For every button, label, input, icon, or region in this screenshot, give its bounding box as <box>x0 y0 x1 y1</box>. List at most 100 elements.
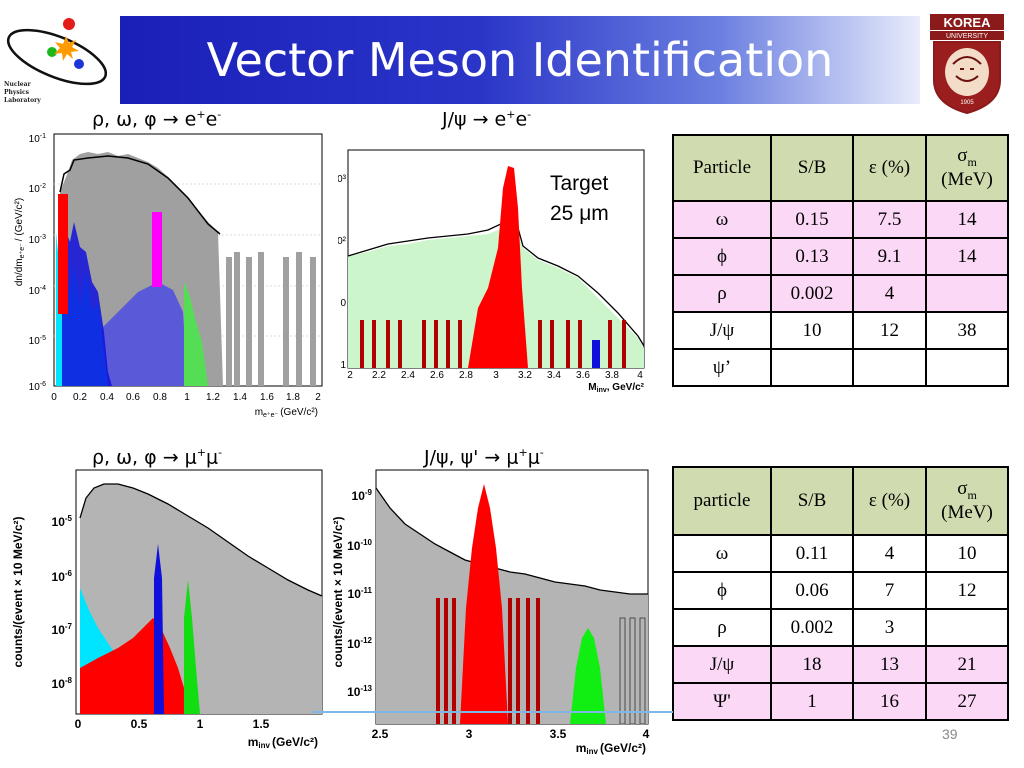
chart-ee-jpsi: 0³ 0² 0 1 2 2.2 2.4 2.6 2.8 3 3.2 3.4 3.… <box>338 149 645 393</box>
caption-ee-jpsi: J/ψ → e+e- <box>442 108 532 131</box>
series-noise-bars <box>360 320 626 368</box>
series-psi-prime <box>592 340 600 368</box>
svg-text:2.6: 2.6 <box>430 370 444 381</box>
series-jpsi <box>460 484 508 724</box>
svg-text:0.2: 0.2 <box>73 392 87 403</box>
y-tick-labels: 10-5 10-6 10-7 10-8 <box>52 514 73 691</box>
y-axis-label: counts/(event × 10 MeV/c²) <box>11 516 25 667</box>
svg-text:3: 3 <box>493 370 499 381</box>
header-particle: Particle <box>672 134 772 202</box>
svg-text:1.2: 1.2 <box>206 392 220 403</box>
lab-name-line3: Laboratory <box>4 97 41 104</box>
x-axis-label: minv (GeV/c²) <box>248 735 318 750</box>
svg-text:3: 3 <box>466 727 473 741</box>
table-row: ω 0.15 7.5 14 <box>672 200 1009 239</box>
header-sb: S/B <box>770 466 854 536</box>
table-row: Ψ' 1 16 27 <box>672 682 1009 721</box>
lab-name-line2: Physics <box>4 89 30 96</box>
series-background-tail <box>226 252 316 386</box>
svg-text:0.5: 0.5 <box>131 717 148 731</box>
svg-text:10-9: 10-9 <box>352 488 373 503</box>
svg-text:10-1: 10-1 <box>29 133 46 145</box>
x-axis-label: Minv, GeV/c² <box>588 382 644 393</box>
slide-title: Vector Meson Identification <box>206 33 834 87</box>
caption-ee-low-mass: ρ, ω, φ → e+e- <box>92 108 222 131</box>
table-header-row: particle S/B ε (%) σm (MeV) <box>672 466 1009 536</box>
series-jpsi <box>468 166 528 368</box>
series-psi-prime <box>570 628 606 724</box>
y-tick-labels: 0³ 0² 0 1 <box>338 174 347 371</box>
svg-text:0³: 0³ <box>338 174 347 185</box>
svg-text:10-12: 10-12 <box>347 636 372 651</box>
svg-text:0.4: 0.4 <box>100 392 114 403</box>
header-eff: ε (%) <box>852 466 927 536</box>
svg-text:10-6: 10-6 <box>29 381 46 393</box>
table-header-row: Particle S/B ε (%) σm (MeV) <box>672 134 1009 202</box>
header-sb: S/B <box>770 134 854 202</box>
svg-text:0²: 0² <box>338 236 347 247</box>
svg-text:4: 4 <box>643 727 650 741</box>
svg-text:4: 4 <box>637 370 643 381</box>
series-eta-dalitz <box>62 212 112 386</box>
svg-text:3.5: 3.5 <box>550 727 567 741</box>
svg-text:2: 2 <box>347 370 353 381</box>
svg-text:1.4: 1.4 <box>233 392 247 403</box>
page-number: 39 <box>942 726 958 742</box>
series-omega <box>184 282 208 386</box>
svg-text:3.2: 3.2 <box>518 370 532 381</box>
x-tick-labels: 0 0.2 0.4 0.6 0.8 1 1.2 1.4 1.6 1.8 2 <box>51 392 321 403</box>
university-year: 1905 <box>960 100 974 106</box>
series-noise-bars <box>436 598 540 724</box>
series-gamma-conversion <box>58 194 68 314</box>
table-row: ϕ 0.13 9.1 14 <box>672 237 1009 276</box>
table-row: J/ψ 18 13 21 <box>672 645 1009 684</box>
series-total-outline <box>79 483 323 597</box>
y-axis-label: counts/(event × 10 MeV/c²) <box>331 516 345 667</box>
table-row: ω 0.11 4 10 <box>672 534 1009 573</box>
plot-note-target: Target <box>550 172 609 195</box>
table-row: ψ’ <box>672 348 1009 387</box>
table-row: ρ 0.002 4 <box>672 274 1009 313</box>
svg-text:3.8: 3.8 <box>605 370 619 381</box>
svg-text:1: 1 <box>197 717 204 731</box>
x-tick-labels: 0 0.5 1 1.5 <box>75 717 270 731</box>
divider-line <box>313 711 673 713</box>
svg-text:1.5: 1.5 <box>253 717 270 731</box>
x-axis-label: me⁺e⁻ (GeV/c²) <box>255 407 318 419</box>
svg-text:3.4: 3.4 <box>547 370 561 381</box>
chart-mumu-jpsi: 10-9 10-10 10-11 10-12 10-13 2.5 3 3.5 4… <box>331 469 650 756</box>
svg-text:10-7: 10-7 <box>52 622 73 637</box>
svg-text:2.4: 2.4 <box>401 370 415 381</box>
series-total-outline <box>59 155 221 235</box>
table-row: ρ 0.002 3 <box>672 608 1009 647</box>
svg-text:10-11: 10-11 <box>348 586 373 601</box>
svg-text:1.8: 1.8 <box>286 392 300 403</box>
svg-text:3.6: 3.6 <box>576 370 590 381</box>
table-mumu: particle S/B ε (%) σm (MeV) ω 0.11 4 10 ϕ 0.0… <box>672 466 1009 721</box>
chart-ee-low-mass: 0 0.2 0.4 0.6 0.8 1 1.2 1.4 1.6 1.8 2 10… <box>14 133 323 419</box>
svg-text:10-6: 10-6 <box>52 569 73 584</box>
title-bar: Vector Meson Identification <box>120 16 920 104</box>
caption-mumu-jpsi: J/ψ, ψ' → μ+μ- <box>424 446 544 469</box>
table-row: ϕ 0.06 7 12 <box>672 571 1009 610</box>
chart-mumu-low-mass: 10-5 10-6 10-7 10-8 0 0.5 1 1.5 minv (GeV… <box>11 469 323 750</box>
svg-text:0.6: 0.6 <box>126 392 140 403</box>
svg-text:10-2: 10-2 <box>29 183 46 195</box>
lab-name-line1: Nuclear <box>4 81 31 88</box>
svg-text:10-10: 10-10 <box>347 538 372 553</box>
y-axis-label: dn/dme⁺e⁻/ (GeV/c²) <box>14 198 26 286</box>
svg-text:1.6: 1.6 <box>260 392 274 403</box>
svg-text:0.8: 0.8 <box>153 392 167 403</box>
y-tick-labels: 10-1 10-2 10-3 10-4 10-5 10-6 <box>29 133 46 393</box>
svg-text:10-3: 10-3 <box>29 234 46 246</box>
series-phi <box>152 212 162 287</box>
svg-text:10-8: 10-8 <box>52 676 73 691</box>
series-total-outline <box>375 487 648 595</box>
svg-text:2.2: 2.2 <box>372 370 386 381</box>
x-tick-labels: 2.5 3 3.5 4 <box>372 727 650 741</box>
svg-text:2: 2 <box>315 392 321 403</box>
header-particle: particle <box>672 466 772 536</box>
header-eff: ε (%) <box>852 134 927 202</box>
svg-text:10-5: 10-5 <box>29 335 46 347</box>
